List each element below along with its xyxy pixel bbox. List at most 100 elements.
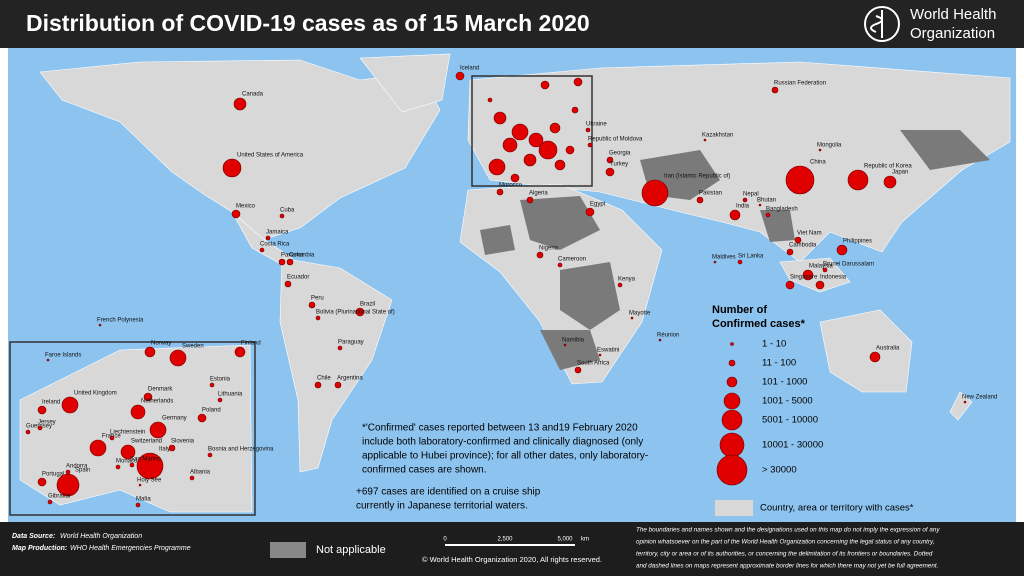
country-label: Brazil xyxy=(360,302,375,308)
case-bubble xyxy=(487,97,493,103)
case-bubble xyxy=(308,301,316,309)
case-bubble xyxy=(574,366,582,374)
case-bubble xyxy=(605,167,615,177)
case-bubble xyxy=(136,452,164,480)
na-area xyxy=(480,225,515,255)
case-bubble xyxy=(540,80,550,90)
country-label: Bolivia (Plurinational State of) xyxy=(316,310,395,316)
legend-bubble xyxy=(719,432,745,458)
case-bubble xyxy=(37,477,47,487)
case-bubble xyxy=(168,444,176,452)
legend-item: 11 - 100 xyxy=(762,358,796,369)
data-source: World Health Organization xyxy=(60,533,142,540)
country-label: Pakistan xyxy=(699,191,722,197)
scale-label: km xyxy=(581,537,589,543)
case-bubble xyxy=(815,280,825,290)
footer-bar xyxy=(0,522,1024,576)
na-area xyxy=(900,130,990,170)
country-label: Argentina xyxy=(337,376,363,382)
case-bubble xyxy=(869,351,881,363)
case-bubble xyxy=(138,483,142,487)
country-label: United Kingdom xyxy=(74,391,117,397)
case-bubble xyxy=(455,71,465,81)
note-line: currently in Japanese territorial waters… xyxy=(356,501,528,512)
case-bubble xyxy=(696,196,704,204)
na-area xyxy=(520,196,600,250)
case-bubble xyxy=(217,397,223,403)
country-label: Iran (Islamic Republic of) xyxy=(664,174,730,180)
country-label: Liechtenstein xyxy=(110,430,145,436)
cases-area-swatch xyxy=(715,500,753,516)
case-bubble xyxy=(284,280,292,288)
country-label: Holy See xyxy=(137,478,162,484)
country-label: Costa Rica xyxy=(260,242,290,248)
not-applicable-label: Not applicable xyxy=(316,544,386,556)
na-area xyxy=(760,210,795,242)
case-bubble xyxy=(197,413,207,423)
case-bubble xyxy=(963,400,967,404)
country-label: Monaco xyxy=(116,459,138,465)
case-bubble xyxy=(771,86,779,94)
country-label: Denmark xyxy=(148,387,173,393)
case-bubble xyxy=(502,137,518,153)
case-bubble xyxy=(37,425,43,431)
case-bubble xyxy=(334,381,342,389)
country-label: Viet Nam xyxy=(797,231,822,237)
country-label: Portugal xyxy=(42,472,64,478)
legend-bubble xyxy=(723,392,741,410)
data-source-label: Data Source: xyxy=(12,533,55,540)
legend-title: Confirmed cases* xyxy=(712,318,806,330)
case-bubble xyxy=(488,158,506,176)
country-label: Algeria xyxy=(529,191,548,197)
country-label: India xyxy=(736,204,750,210)
case-bubble xyxy=(528,132,544,148)
country-label: South Africa xyxy=(577,361,610,367)
country-label: Germany xyxy=(162,416,187,422)
case-bubble xyxy=(98,323,102,327)
na-area xyxy=(540,330,600,370)
country-label: Kazakhstan xyxy=(702,133,733,139)
scale-label: 2,500 xyxy=(497,537,513,543)
case-bubble xyxy=(65,469,71,475)
case-bubble xyxy=(315,315,321,321)
case-bubble xyxy=(189,475,195,481)
who-emblem xyxy=(864,6,900,42)
country-label: Japan xyxy=(892,170,908,176)
legend-item: 5001 - 10000 xyxy=(762,415,818,426)
legend-item: 10001 - 30000 xyxy=(762,440,823,451)
case-bubble xyxy=(571,106,579,114)
case-bubble xyxy=(46,358,50,362)
country-label: Panama xyxy=(281,253,304,259)
disclaimer: opinion whatsoever on the part of the Wo… xyxy=(636,539,935,546)
case-bubble xyxy=(565,145,575,155)
disclaimer: and dashed lines on maps represent appro… xyxy=(636,563,938,570)
country-label: Russian Federation xyxy=(774,81,826,87)
production: WHO Health Emergencies Programme xyxy=(70,545,191,552)
country-label: Spain xyxy=(75,468,90,474)
country-label: Andorra xyxy=(66,464,88,470)
case-bubble xyxy=(169,349,187,367)
scale-label: 5,000 xyxy=(557,537,573,543)
case-bubble xyxy=(785,280,795,290)
country-label: Philippines xyxy=(843,239,872,245)
legend-title: Number of xyxy=(712,304,767,316)
legend-item: 101 - 1000 xyxy=(762,377,807,388)
country-label: Maldives xyxy=(712,255,736,261)
header-bar xyxy=(0,0,1024,48)
new-zealand xyxy=(949,391,973,421)
country-label: Slovenia xyxy=(171,439,195,445)
legend-item: 1001 - 5000 xyxy=(762,396,813,407)
case-bubble xyxy=(511,123,529,141)
country-label: Sweden xyxy=(182,344,204,350)
who-emblem-staff xyxy=(870,10,883,38)
inset-land xyxy=(19,344,253,513)
case-bubble xyxy=(523,153,537,167)
case-bubble xyxy=(737,259,743,265)
case-bubble xyxy=(149,421,167,439)
country-label: Turkey xyxy=(610,162,628,168)
case-bubble xyxy=(802,269,814,281)
country-label: Egypt xyxy=(590,202,606,208)
australia xyxy=(819,309,913,393)
case-bubble xyxy=(47,499,53,505)
